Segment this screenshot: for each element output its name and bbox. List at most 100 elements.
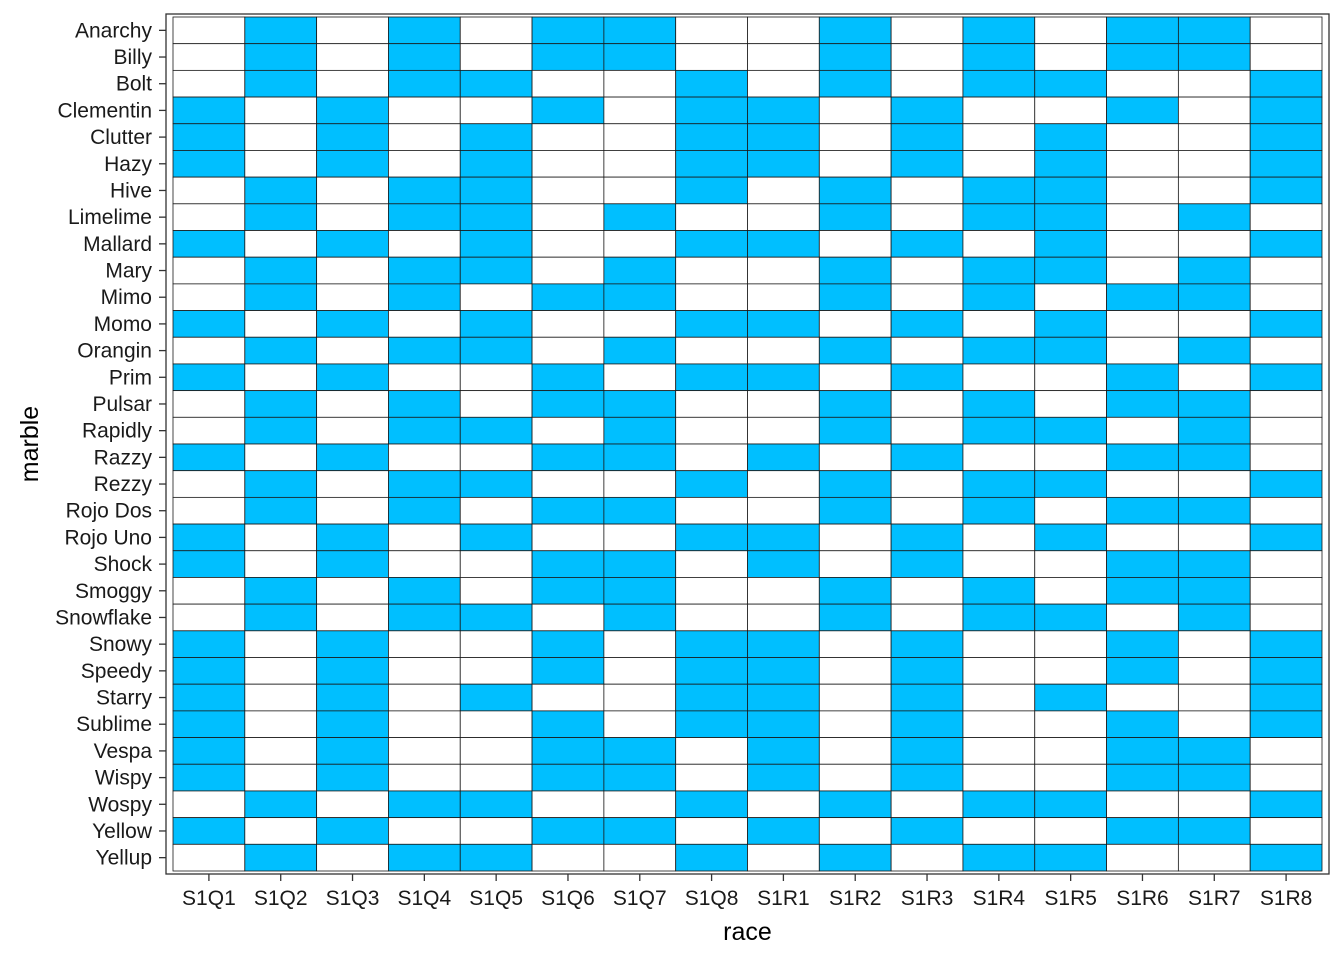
heatmap-cell	[1106, 657, 1179, 685]
x-tick-label: S1R6	[1116, 887, 1169, 910]
heatmap-cell	[531, 69, 605, 98]
heatmap-cell	[747, 176, 820, 205]
heatmap-cell	[747, 203, 820, 231]
heatmap-cell	[1249, 763, 1323, 792]
heatmap-cell	[962, 443, 1036, 472]
x-tick-label: S1Q7	[613, 887, 667, 910]
heatmap-cell	[531, 657, 605, 685]
heatmap-cell	[531, 603, 605, 632]
heatmap-cell	[316, 390, 389, 418]
y-tick-label: Momo	[94, 313, 152, 336]
heatmap-cell	[818, 577, 892, 605]
heatmap-cell	[962, 283, 1036, 311]
heatmap-cell	[172, 363, 246, 392]
heatmap-cell	[1249, 310, 1323, 338]
heatmap-cell	[818, 630, 892, 658]
y-tick-label: Wispy	[95, 767, 153, 790]
heatmap-cell	[1249, 657, 1323, 685]
heatmap-cell	[1034, 603, 1107, 632]
heatmap-cell	[1034, 817, 1107, 845]
heatmap-cell	[1106, 363, 1179, 392]
heatmap-cell	[388, 69, 461, 98]
heatmap-cell	[818, 523, 892, 552]
heatmap-cell	[244, 283, 318, 311]
heatmap-cell	[1034, 577, 1107, 605]
heatmap-cell	[675, 710, 748, 738]
heatmap-cell	[1177, 710, 1251, 738]
heatmap-cell	[244, 710, 318, 738]
heatmap-cell	[1177, 790, 1251, 819]
heatmap-cell	[316, 150, 389, 178]
heatmap-cell	[1106, 416, 1179, 445]
heatmap-cell	[1249, 710, 1323, 738]
heatmap-cell	[172, 16, 246, 45]
heatmap-cell	[962, 203, 1036, 231]
heatmap-cell	[1034, 363, 1107, 392]
y-tick-label: Billy	[113, 46, 152, 69]
heatmap-cell	[172, 737, 246, 765]
x-tick-label: S1R7	[1188, 887, 1241, 910]
heatmap-cell	[244, 150, 318, 178]
heatmap-cell	[244, 470, 318, 498]
x-tick-label: S1Q6	[541, 887, 595, 910]
heatmap-cell	[316, 577, 389, 605]
heatmap-cell	[1106, 123, 1179, 151]
x-tick-label: S1R1	[757, 887, 810, 910]
heatmap-cell	[1034, 150, 1107, 178]
heatmap-cell	[531, 790, 605, 819]
heatmap-cell	[531, 96, 605, 125]
y-tick-label: Rezzy	[94, 473, 153, 496]
heatmap-cell	[675, 683, 748, 712]
heatmap-cell	[1034, 470, 1107, 498]
heatmap-cell	[1177, 230, 1251, 258]
heatmap-cell	[603, 363, 677, 392]
heatmap-cell	[244, 43, 318, 71]
heatmap-cell	[531, 843, 605, 872]
y-tick-label: Pulsar	[92, 393, 152, 416]
heatmap-cell	[818, 496, 892, 525]
heatmap-cell	[459, 470, 533, 498]
heatmap-cell	[388, 683, 461, 712]
heatmap-cell	[459, 737, 533, 765]
heatmap-cell	[316, 363, 389, 392]
heatmap-cell	[962, 363, 1036, 392]
heatmap-cell	[675, 230, 748, 258]
heatmap-cell	[1034, 496, 1107, 525]
heatmap-cell	[244, 230, 318, 258]
heatmap-cell	[459, 336, 533, 365]
heatmap-cell	[388, 523, 461, 552]
heatmap-cell	[962, 496, 1036, 525]
heatmap-cell	[818, 710, 892, 738]
heatmap-cell	[1249, 150, 1323, 178]
heatmap-cell	[603, 550, 677, 578]
heatmap-cell	[1034, 69, 1107, 98]
y-tick-label: Snowflake	[55, 606, 152, 629]
heatmap-cell	[531, 683, 605, 712]
heatmap-cell	[1249, 176, 1323, 205]
heatmap-cell	[1106, 843, 1179, 872]
heatmap-cell	[1106, 443, 1179, 472]
heatmap-cell	[459, 43, 533, 71]
heatmap-cell	[459, 390, 533, 418]
heatmap-cell	[1249, 523, 1323, 552]
heatmap-cell	[244, 390, 318, 418]
y-tick-label: Sublime	[76, 713, 152, 736]
heatmap-cell	[675, 69, 748, 98]
heatmap-cell	[459, 523, 533, 552]
heatmap-cell	[675, 737, 748, 765]
heatmap-cell	[1034, 443, 1107, 472]
heatmap-cell	[1106, 43, 1179, 71]
y-tick-label: Hazy	[104, 153, 152, 176]
heatmap-cell	[316, 123, 389, 151]
heatmap-cell	[316, 603, 389, 632]
heatmap-cell	[531, 310, 605, 338]
heatmap-cell	[1249, 737, 1323, 765]
heatmap-cell	[172, 230, 246, 258]
y-tick-label: Vespa	[94, 740, 153, 763]
y-axis: Anarchy Billy Bolt Clementin Clutter Hazy Hive…	[55, 19, 166, 870]
heatmap-cell	[818, 657, 892, 685]
heatmap-cell	[388, 817, 461, 845]
heatmap-cell	[1249, 817, 1323, 845]
heatmap-cell	[818, 443, 892, 472]
heatmap-cell	[244, 790, 318, 819]
